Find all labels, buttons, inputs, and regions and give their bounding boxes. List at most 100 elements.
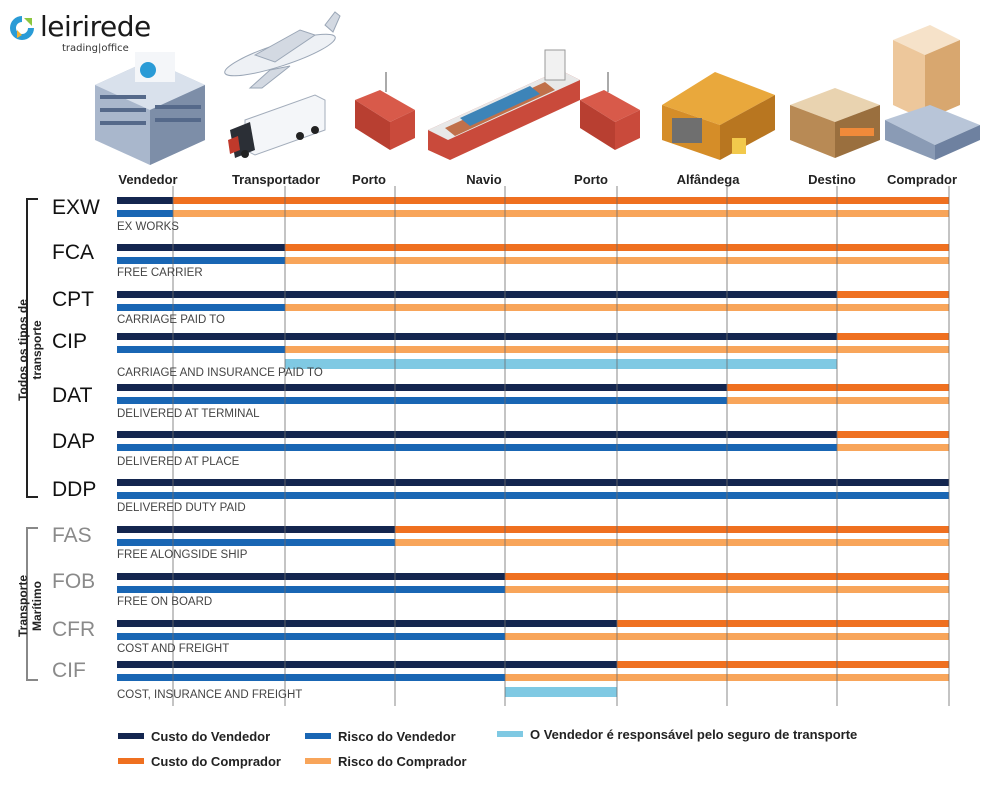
legend-seller-cost: Custo do Vendedor (151, 729, 271, 744)
incoterm-code: FCA (52, 241, 94, 264)
legend-swatch-buyer-cost (118, 758, 144, 764)
all-modes-label: Todos os tipos de transporte (16, 299, 44, 401)
incoterm-name: FREE ALONGSIDE SHIP (117, 549, 248, 561)
legend-insurance: O Vendedor é responsável pelo seguro de … (530, 727, 858, 742)
seller-cost-bar (117, 244, 285, 251)
buyer-risk-bar (505, 633, 949, 640)
seller-cost-bar (117, 479, 949, 486)
seller-risk-bar (117, 492, 949, 499)
incoterm-code: EXW (52, 196, 100, 219)
insurance-bar (285, 359, 837, 369)
legend-buyer-cost: Custo do Comprador (151, 754, 281, 769)
legend-swatch-seller-risk (305, 733, 331, 739)
stage-label: Transportador (231, 172, 321, 187)
seller-cost-bar (117, 291, 837, 298)
stage-label: Porto (352, 172, 386, 187)
buyer-risk-bar (173, 210, 949, 217)
warehouse-icon (662, 72, 775, 160)
buyer-risk-bar (837, 444, 949, 451)
seller-cost-bar (117, 333, 837, 340)
buyer-cost-bar (837, 291, 949, 298)
incoterm-name: FREE ON BOARD (117, 596, 213, 608)
buyer-risk-bar (505, 674, 949, 681)
stage-label: Alfândega (676, 172, 740, 187)
seller-cost-bar (117, 573, 505, 580)
brand-logo-icon (10, 16, 34, 40)
incoterm-code: CPT (52, 288, 94, 311)
seller-risk-bar (117, 633, 505, 640)
incoterm-code: CIP (52, 330, 88, 353)
logistics-illustration (95, 11, 980, 165)
airplane-icon (224, 11, 341, 89)
buyer-risk-bar (395, 539, 949, 546)
incoterm-code: CIF (52, 659, 86, 682)
incoterm-name: DELIVERED AT PLACE (117, 456, 240, 468)
seller-cost-bar (117, 384, 727, 391)
store-icon (790, 88, 880, 158)
seller-risk-bar (117, 539, 395, 546)
incoterm-name: CARRIAGE AND INSURANCE PAID TO (117, 367, 323, 379)
buyer-risk-bar (285, 257, 949, 264)
buyer-risk-bar (727, 397, 949, 404)
brand-name: leirirede (40, 10, 151, 43)
legend-swatch-buyer-risk (305, 758, 331, 764)
buyer-cost-bar (395, 526, 949, 533)
incoterm-name: CARRIAGE PAID TO (117, 314, 225, 326)
sea-bracket (26, 527, 38, 681)
container-icon (355, 72, 415, 150)
incoterm-name: COST, INSURANCE AND FREIGHT (117, 689, 303, 701)
incoterm-name: FREE CARRIER (117, 267, 203, 279)
stage-label: Porto (574, 172, 608, 187)
buyer-cost-bar (617, 620, 949, 627)
seller-cost-bar (117, 526, 395, 533)
buyer-building-icon (885, 25, 980, 160)
stage-label: Destino (808, 172, 856, 187)
buyer-cost-bar (173, 197, 949, 204)
seller-risk-bar (117, 397, 727, 404)
buyer-cost-bar (505, 573, 949, 580)
brand-tagline: trading|office (62, 43, 129, 54)
seller-cost-bar (117, 661, 617, 668)
seller-risk-bar (117, 210, 173, 217)
legend-buyer-risk: Risco do Comprador (338, 754, 467, 769)
seller-risk-bar (117, 304, 285, 311)
seller-cost-bar (117, 431, 837, 438)
buyer-cost-bar (617, 661, 949, 668)
seller-risk-bar (117, 346, 285, 353)
seller-cost-bar (117, 620, 617, 627)
cargo-ship-icon (428, 49, 580, 160)
incoterm-code: DAT (52, 384, 93, 407)
incoterm-code: FOB (52, 570, 96, 593)
legend-seller-risk: Risco do Vendedor (338, 729, 456, 744)
seller-cost-bar (117, 197, 173, 204)
insurance-bar (505, 687, 617, 697)
incoterm-name: DELIVERED AT TERMINAL (117, 408, 260, 420)
incoterm-code: DAP (52, 430, 96, 453)
legend-swatch-insurance (497, 731, 523, 737)
incoterm-name: EX WORKS (117, 221, 179, 233)
seller-building-icon (95, 52, 205, 165)
container-icon-2 (580, 72, 640, 150)
stage-label: Navio (466, 172, 502, 187)
incoterm-name: COST AND FREIGHT (117, 643, 230, 655)
buyer-cost-bar (837, 333, 949, 340)
truck-icon (228, 94, 326, 158)
stage-label: Vendedor (118, 172, 178, 187)
seller-risk-bar (117, 257, 285, 264)
buyer-cost-bar (837, 431, 949, 438)
buyer-risk-bar (285, 346, 949, 353)
stage-label: Comprador (886, 172, 958, 187)
legend-swatch-seller-cost (118, 733, 144, 739)
buyer-risk-bar (505, 586, 949, 593)
incoterm-name: DELIVERED DUTY PAID (117, 502, 246, 514)
sea-label: Transporte Marítimo (16, 575, 44, 638)
incoterm-code: FAS (52, 524, 92, 547)
incoterm-code: CFR (52, 618, 96, 641)
buyer-risk-bar (285, 304, 949, 311)
buyer-cost-bar (727, 384, 949, 391)
incoterm-code: DDP (52, 478, 97, 501)
buyer-cost-bar (285, 244, 949, 251)
seller-risk-bar (117, 444, 837, 451)
seller-risk-bar (117, 674, 505, 681)
seller-risk-bar (117, 586, 505, 593)
